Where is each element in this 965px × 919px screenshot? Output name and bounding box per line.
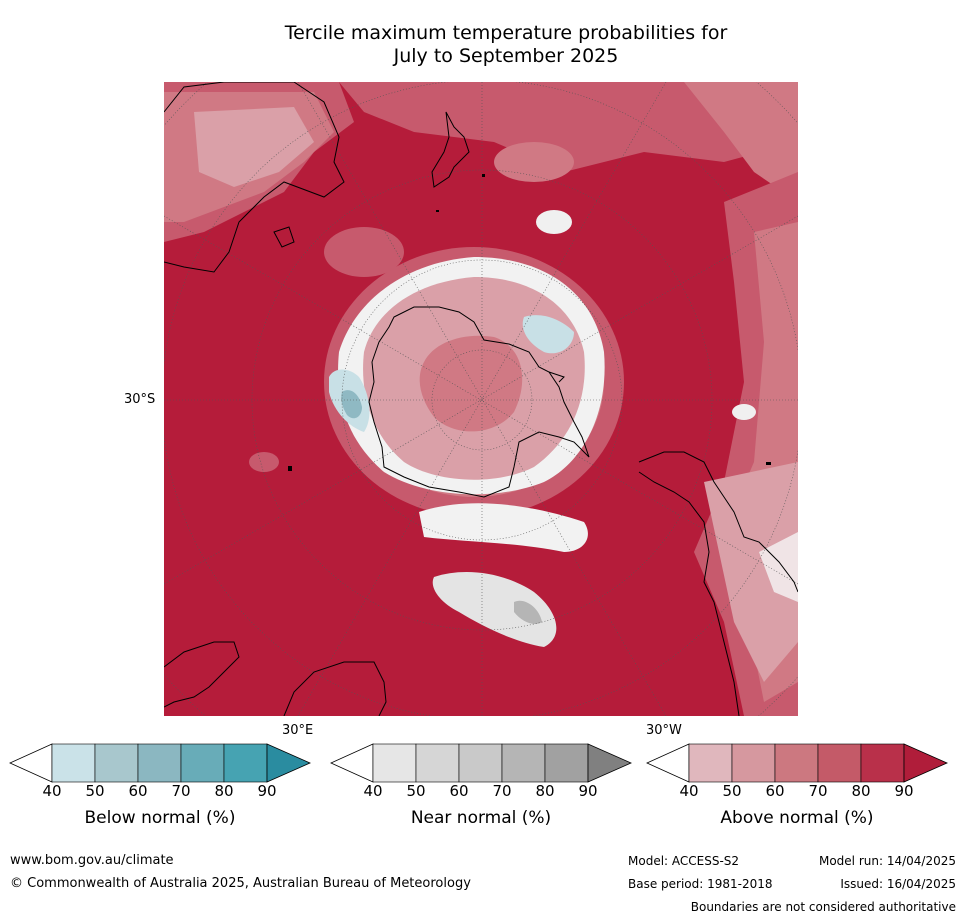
colorbar-swatch [415,743,460,783]
colorbar-tick: 60 [765,782,785,800]
colorbar-extend-low [9,743,53,783]
field-patch-south-america-white [759,532,798,602]
longitude-label-30e: 30°E [282,723,314,738]
colorbar-swatch [731,743,776,783]
colorbar-swatch [51,743,96,783]
colorbar-swatch [817,743,862,783]
colorbar-tick: 80 [214,782,234,800]
colorbar-above-normal [646,743,948,783]
map-title-line-1: Tercile maximum temperature probabilitie… [284,22,728,44]
footer-base-period: Base period: 1981-2018 [628,877,773,891]
footer-website: www.bom.gov.au/climate [10,853,174,868]
colorbar-extend-low [330,743,374,783]
colorbar-swatch [501,743,546,783]
colorbar-swatch [860,743,905,783]
colorbar-tick: 40 [679,782,699,800]
colorbar-swatch [458,743,503,783]
field-near-normal-southern-grey [514,600,542,624]
field-near-normal-southern [432,572,557,647]
field-patch-top-band [339,82,798,172]
field-patch-south-america [704,462,798,682]
colorbar-near-normal [330,743,632,783]
field-patch-scatter-4 [732,404,756,420]
graticule [164,82,798,716]
field-antarctica-inner [419,335,523,432]
colorbar-tick: 50 [722,782,742,800]
colorbar-tick: 60 [449,782,469,800]
footer-disclaimer: Boundaries are not considered authoritat… [690,900,956,914]
colorbar-below-swatches [9,743,311,783]
colorbar-below-label: Below normal (%) [84,808,236,828]
colorbar-tick: 50 [85,782,105,800]
colorbar-swatch [544,743,589,783]
map-title-line-2: July to September 2025 [393,45,619,67]
colorbar-above-swatches [646,743,948,783]
field-below-normal-west-core [341,390,362,419]
colorbar-tick: 40 [42,782,62,800]
colorbar-tick: 50 [406,782,426,800]
colorbar-tick: 80 [535,782,555,800]
field-patch-top-right [684,82,798,202]
colorbar-extend-low [646,743,690,783]
colorbar-tick: 80 [851,782,871,800]
tercile-probability-map [164,82,798,716]
field-patch-scatter-3 [324,227,404,277]
field-patch-scatter-2 [494,142,574,182]
colorbar-tick: 40 [363,782,383,800]
colorbar-tick: 60 [128,782,148,800]
colorbar-swatch [180,743,225,783]
footer-issued: Issued: 16/04/2025 [840,877,956,891]
field-below-normal-peninsula [522,315,574,354]
footer-model: Model: ACCESS-S2 [628,854,740,868]
islands [288,174,771,471]
colorbar-tick: 90 [578,782,598,800]
longitude-label-30w: 30°W [646,723,682,738]
colorbar-near-label: Near normal (%) [410,808,552,828]
coastlines [164,82,798,716]
field-patch-scatter-1 [536,210,572,234]
colorbar-swatch [688,743,733,783]
colorbar-extend-high [587,743,632,783]
colorbar-tick: 90 [894,782,914,800]
colorbar-near-swatches [330,743,632,783]
colorbar-extend-high [903,743,948,783]
field-near-normal-band [419,503,588,552]
colorbar-tick: 70 [808,782,828,800]
colorbar-tick: 70 [171,782,191,800]
colorbar-tick: 70 [492,782,512,800]
footer-copyright: © Commonwealth of Australia 2025, Austra… [10,876,471,891]
colorbar-swatch [94,743,139,783]
colorbar-tick: 90 [257,782,277,800]
colorbar-swatch [372,743,417,783]
colorbar-swatch [137,743,182,783]
field-patch-scatter-5 [249,452,279,472]
footer-model-run: Model run: 14/04/2025 [818,854,956,868]
colorbar-below-normal [9,743,311,783]
colorbar-swatch [223,743,268,783]
colorbar-above-label: Above normal (%) [720,808,874,828]
field-patch-australia-light [194,107,314,187]
colorbar-swatch [774,743,819,783]
latitude-label-30s: 30°S [124,392,156,407]
colorbar-extend-high [266,743,311,783]
